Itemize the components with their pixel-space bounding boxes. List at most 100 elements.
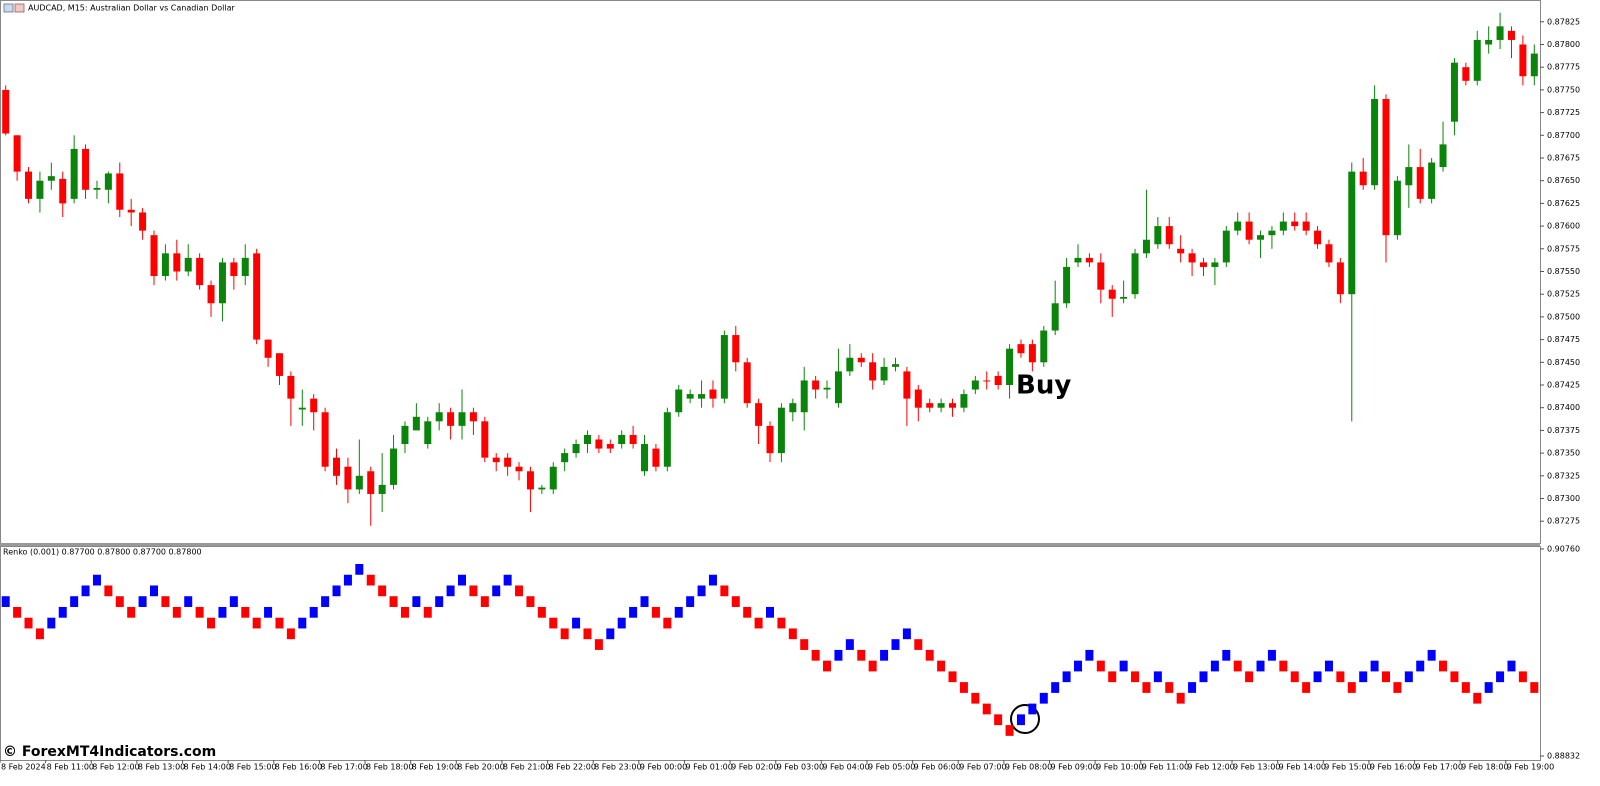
x-tick-label: 8 Feb 14:00: [184, 763, 231, 772]
candle-body: [720, 335, 728, 399]
renko-brick: [503, 574, 512, 586]
candle-body: [469, 412, 477, 422]
renko-brick: [1416, 660, 1425, 672]
candle-body: [310, 398, 318, 413]
candle-body: [1519, 44, 1527, 77]
candle-body: [196, 257, 204, 286]
renko-brick: [252, 617, 261, 629]
x-tick-label: 8 Feb 23:00: [594, 763, 641, 772]
candle-body: [401, 425, 409, 445]
x-tick-label: 8 Feb 16:00: [275, 763, 322, 772]
candle-body: [70, 148, 78, 199]
renko-brick: [1199, 671, 1208, 683]
renko-brick: [1245, 671, 1254, 683]
candle-body: [298, 407, 306, 410]
renko-brick: [1165, 682, 1174, 693]
highlight-circle: [1010, 704, 1040, 734]
chart-title: AUDCAD, M15: Australian Dollar vs Canadi…: [28, 4, 235, 13]
renko-brick: [1461, 682, 1470, 693]
candle-body: [1085, 257, 1093, 263]
candle-body: [800, 380, 808, 413]
x-tick-label: 8 Feb 21:00: [503, 763, 550, 772]
candle-body: [1211, 262, 1219, 267]
candle-body: [1473, 39, 1481, 81]
candle-body: [686, 394, 694, 399]
candle-body: [355, 475, 363, 490]
annotation: Buy: [1016, 371, 1071, 401]
renko-brick: [708, 574, 717, 586]
candle-body: [526, 471, 534, 490]
renko-brick: [526, 596, 535, 607]
x-tick-label: 9 Feb 09:00: [1050, 763, 1097, 772]
candle-body: [698, 394, 706, 399]
candle-body: [1006, 348, 1014, 386]
candle-body: [1485, 39, 1493, 45]
renko-brick: [880, 649, 889, 661]
renko-brick: [412, 596, 421, 607]
x-tick-label: 9 Feb 05:00: [868, 763, 915, 772]
candle-body: [743, 362, 751, 404]
candle-body: [1439, 144, 1447, 168]
candle-body: [321, 412, 329, 467]
x-tick-label: 9 Feb 11:00: [1142, 763, 1189, 772]
candle-body: [891, 364, 899, 367]
candle-body: [709, 389, 717, 399]
candle-body: [184, 257, 192, 272]
renko-brick: [1039, 692, 1048, 704]
y-tick-label: 0.87425: [1547, 381, 1580, 390]
candle-body: [1177, 248, 1185, 254]
candle-body: [1279, 221, 1287, 231]
candle-body: [241, 257, 249, 277]
candle-body: [218, 262, 226, 304]
candle-body: [1371, 98, 1379, 186]
renko-brick: [937, 660, 946, 672]
renko-brick: [115, 596, 124, 607]
renko-brick: [868, 660, 877, 672]
renko-brick: [172, 606, 181, 618]
x-tick-label: 9 Feb 17:00: [1416, 763, 1463, 772]
x-tick-label: 8 Feb 20:00: [457, 763, 504, 772]
renko-brick: [823, 660, 832, 672]
candle-body: [1120, 296, 1128, 299]
candle-body: [823, 387, 831, 390]
watermark: © ForexMT4Indicators.com: [3, 744, 216, 760]
y-tick-label: 0.87775: [1547, 63, 1580, 72]
candle-body: [1291, 221, 1299, 227]
renko-brick: [1028, 703, 1037, 715]
y-tick-label: 0.87275: [1547, 517, 1580, 526]
candle-body: [1450, 62, 1458, 122]
renko-brick: [1096, 660, 1105, 672]
candle-body: [618, 434, 626, 445]
renko-brick: [1005, 725, 1014, 736]
renko-brick: [241, 606, 250, 618]
renko-brick: [1279, 660, 1288, 672]
candle-body: [139, 212, 147, 231]
y-tick-label: 0.87675: [1547, 153, 1580, 162]
renko-brick: [1062, 671, 1071, 683]
renko-brick: [572, 617, 581, 629]
renko-brick: [161, 596, 170, 607]
candle-body: [983, 380, 991, 382]
candle-body: [1165, 226, 1173, 245]
candle-body: [1348, 171, 1356, 295]
y-tick-label: 0.87725: [1547, 108, 1580, 117]
renko-brick: [1518, 671, 1527, 683]
renko-brick: [70, 596, 79, 607]
renko-brick: [1347, 682, 1356, 693]
candle-body: [1234, 221, 1242, 231]
candle-body: [424, 421, 432, 445]
x-tick-label: 9 Feb 01:00: [685, 763, 732, 772]
y-tick-label: 0.87475: [1547, 335, 1580, 344]
candle-body: [1336, 262, 1344, 295]
marks: 0.87825 0.87800 0.87775 0.87750 0.87725 0.877…: [0, 12, 1580, 772]
renko-brick: [1290, 671, 1299, 683]
candle-body: [1325, 244, 1333, 263]
y-tick-label: 0.87325: [1547, 471, 1580, 480]
renko-brick: [47, 617, 56, 629]
candle-body: [207, 285, 215, 304]
candle-body: [777, 407, 785, 454]
renko-brick: [423, 606, 432, 618]
candle-body: [2, 89, 10, 134]
